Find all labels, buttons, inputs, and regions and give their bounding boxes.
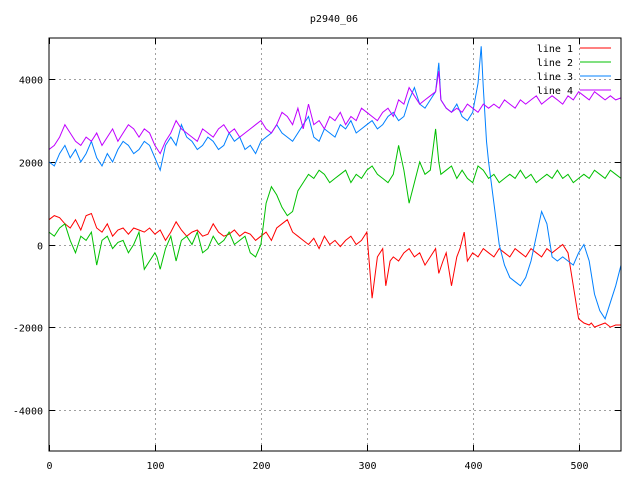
y-tick-label: -4000: [13, 407, 43, 418]
x-tick-label: 500: [570, 461, 588, 472]
x-tick-label: 100: [146, 461, 164, 472]
legend-label: line 4: [537, 86, 573, 97]
x-tick-label: 200: [252, 461, 270, 472]
x-tick-label: 0: [46, 461, 52, 472]
x-tick-label: 300: [358, 461, 376, 472]
y-tick-label: -2000: [13, 324, 43, 335]
y-tick-label: 4000: [19, 76, 43, 87]
legend-label: line 3: [537, 72, 573, 83]
series-line-3: [48, 46, 622, 320]
y-tick-label: 0: [37, 242, 43, 253]
x-tick-label: 400: [464, 461, 482, 472]
y-tick-label: 2000: [19, 159, 43, 170]
plot-frame: [48, 37, 622, 452]
series-line-2: [48, 128, 622, 271]
series-line-1: [48, 212, 621, 328]
series-line-4: [48, 70, 622, 155]
grid: [49, 38, 621, 451]
chart-title: p2940_06: [310, 14, 358, 25]
legend-label: line 2: [537, 58, 573, 69]
series-group: [48, 46, 622, 328]
axes: 0 100 200 300 400 500 -4000 -2000 0 2000 4000: [13, 38, 621, 472]
legend: line 1 line 2 line 3 line 4: [537, 44, 611, 97]
legend-label: line 1: [537, 44, 573, 55]
